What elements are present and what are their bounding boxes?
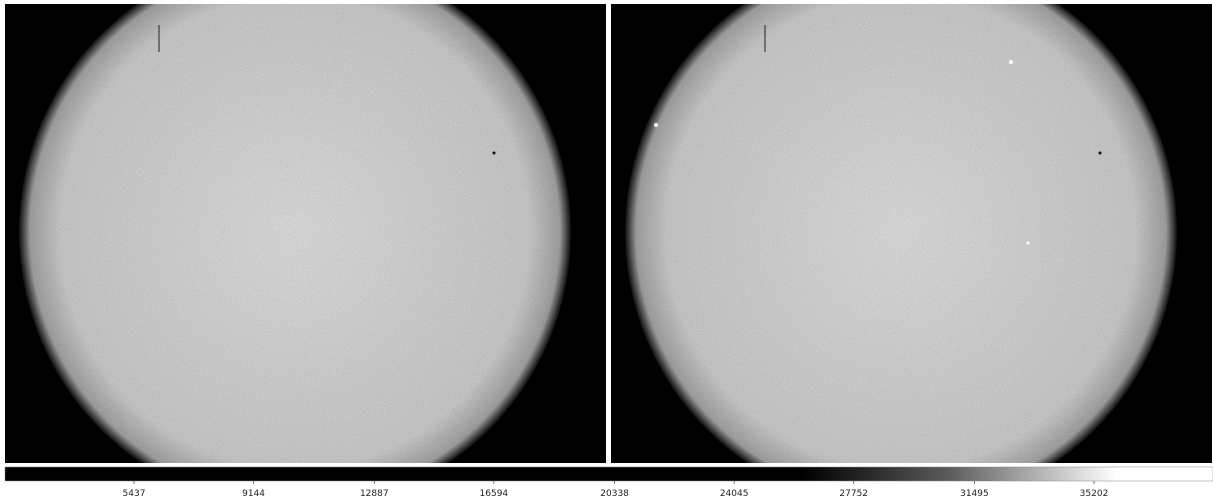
colorbar-tick-label: 27752 (839, 489, 868, 499)
colorbar-tick-label: 9144 (242, 489, 265, 499)
colorbar-ticks: 5437 9144 12887 16594 20338 24045 27752 31495 35… (123, 481, 1109, 499)
colorbar-tick-label: 35202 (1080, 489, 1109, 499)
colorbar-tick-label: 20338 (600, 489, 629, 499)
colorbar-tick-label: 24045 (720, 489, 749, 499)
colorbar-tick-label: 12887 (360, 489, 389, 499)
image-viewer: 5437 9144 12887 16594 20338 24045 27752 31495 35… (0, 0, 1213, 501)
colorbar (5, 467, 1213, 481)
colorbar-tick-label: 31495 (960, 489, 989, 499)
frame-right[interactable] (611, 0, 1212, 501)
frame-left[interactable] (5, 0, 606, 501)
colorbar-tick-label: 5437 (123, 489, 146, 499)
colorbar-tick-label: 16594 (480, 489, 509, 499)
